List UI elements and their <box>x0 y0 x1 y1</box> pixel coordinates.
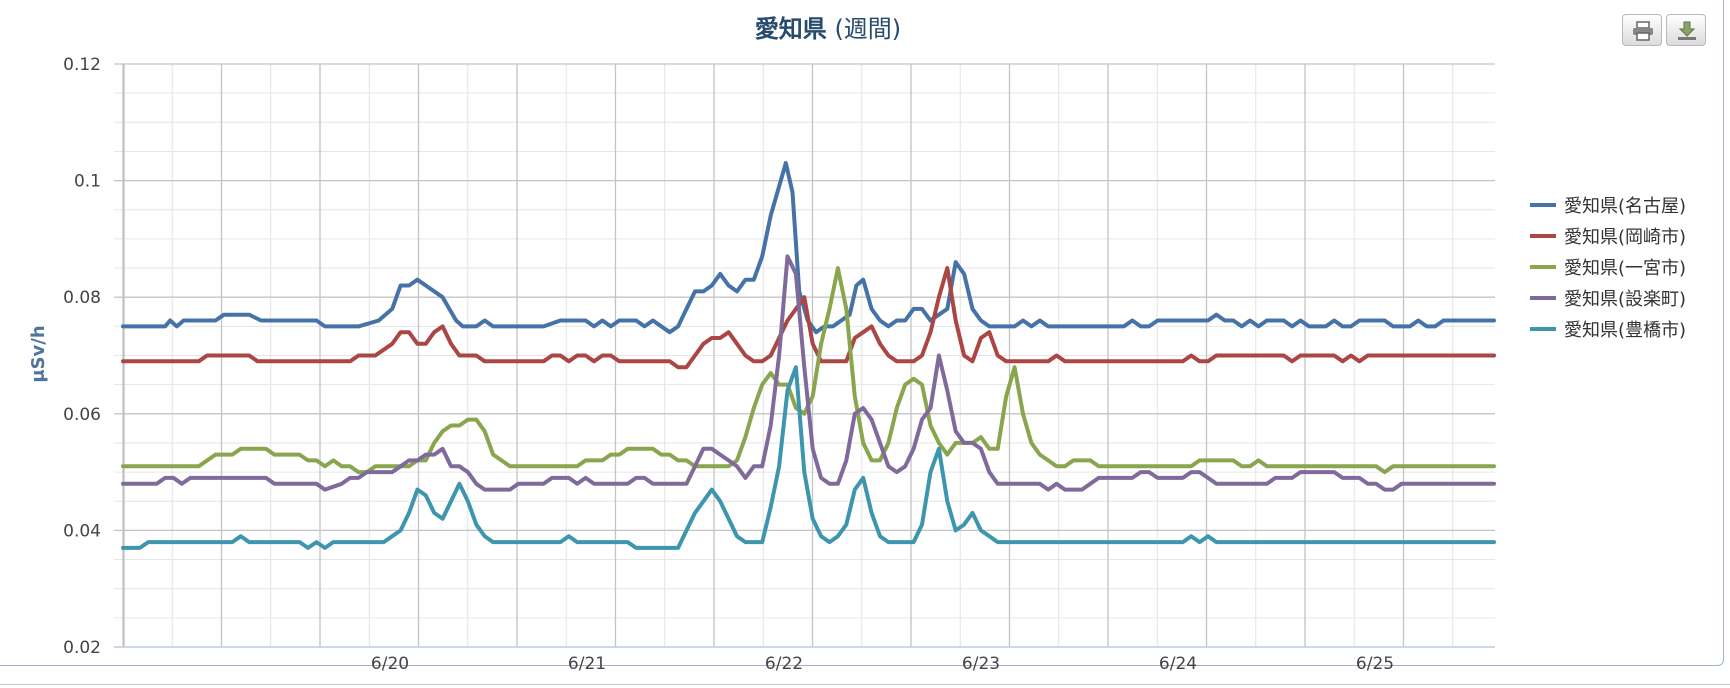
legend-label: 愛知県(豊橋市) <box>1564 320 1686 341</box>
x-tick-label: 6/20 <box>371 654 409 674</box>
chart-title: 愛知県 (週間) <box>755 15 901 43</box>
download-icon <box>1678 21 1696 40</box>
legend-label: 愛知県(岡崎市) <box>1564 227 1686 248</box>
bottom-rule <box>0 684 1730 685</box>
series-line <box>121 266 1496 370</box>
series-line <box>121 266 1496 475</box>
y-tick-label: 0.08 <box>63 288 101 308</box>
legend-label: 愛知県(名古屋) <box>1564 196 1686 217</box>
x-tick-label: 6/22 <box>765 654 803 674</box>
x-tick-label: 6/25 <box>1356 654 1394 674</box>
download-button[interactable] <box>1666 14 1706 46</box>
print-button[interactable] <box>1622 14 1662 46</box>
series-line <box>121 365 1496 550</box>
chart-legend: 愛知県(名古屋) 愛知県(岡崎市) 愛知県(一宮市) 愛知県(設楽町) 愛知県(豊橋市) <box>1530 196 1686 341</box>
x-axis-ticks: 6/20 6/21 6/22 6/23 6/24 6/25 <box>371 654 1394 674</box>
x-tick-label: 6/23 <box>962 654 1000 674</box>
chart-title-main: 愛知県 <box>755 15 827 43</box>
legend-label: 愛知県(設楽町) <box>1564 289 1686 310</box>
chart-title-suffix: (週間) <box>827 15 901 43</box>
y-tick-label: 0.1 <box>74 172 101 192</box>
y-tick-label: 0.06 <box>63 405 101 425</box>
series-line <box>121 254 1496 492</box>
x-tick-label: 6/24 <box>1159 654 1197 674</box>
legend-label: 愛知県(一宮市) <box>1564 258 1686 279</box>
y-tick-label: 0.02 <box>63 638 101 658</box>
x-tick-label: 6/21 <box>568 654 606 674</box>
printer-icon <box>1633 21 1653 41</box>
y-axis-label: μSv/h <box>28 325 49 382</box>
y-tick-label: 0.04 <box>63 521 101 541</box>
y-tick-label: 0.12 <box>63 55 101 75</box>
series-line <box>121 161 1496 335</box>
y-axis-ticks: 0.02 0.04 0.06 0.08 0.1 0.12 <box>63 55 101 658</box>
series-lines <box>121 161 1496 550</box>
